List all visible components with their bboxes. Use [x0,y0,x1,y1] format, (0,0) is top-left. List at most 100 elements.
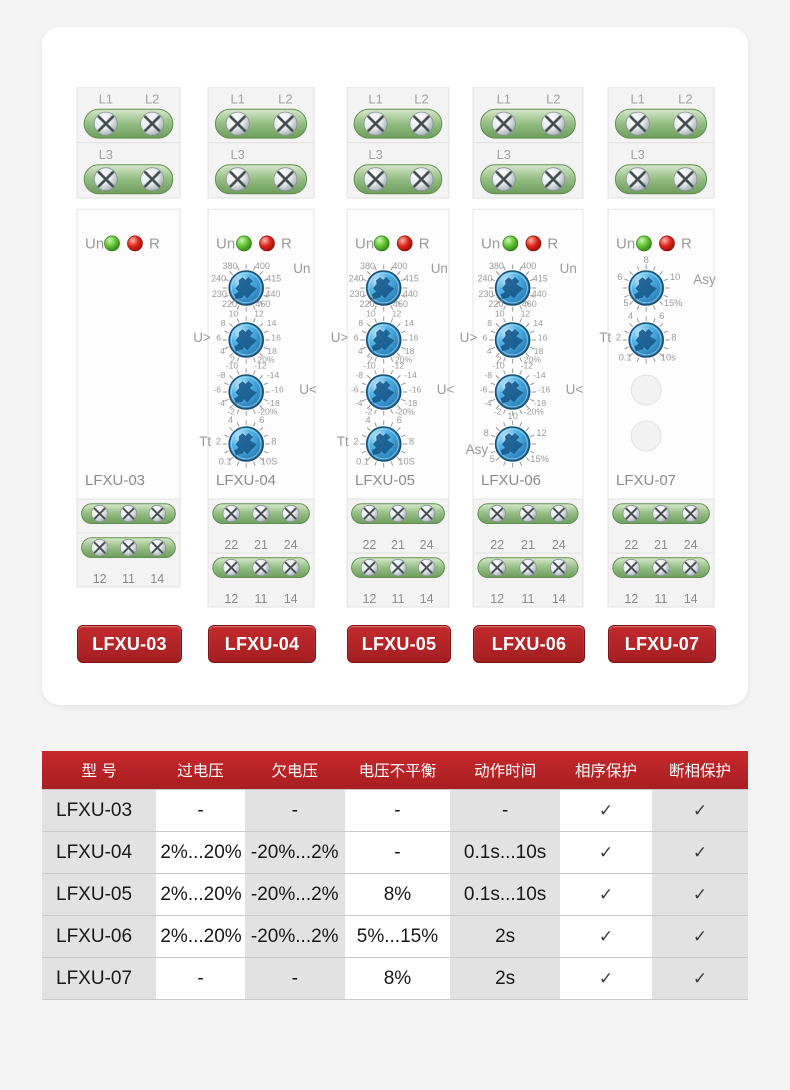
svg-text:U<: U< [566,382,584,397]
svg-text:10S: 10S [398,457,415,467]
svg-text:0.1: 0.1 [356,457,369,467]
svg-text:-8: -8 [484,370,492,380]
svg-text:R: R [281,235,292,252]
svg-text:21: 21 [254,538,268,552]
svg-text:-4: -4 [217,398,225,408]
svg-text:Un: Un [293,261,310,276]
svg-text:14: 14 [420,592,434,606]
svg-text:L1: L1 [630,92,644,107]
svg-text:10: 10 [229,309,239,319]
svg-text:L2: L2 [145,92,159,107]
svg-text:-16: -16 [271,384,284,394]
svg-text:415: 415 [266,274,281,284]
svg-text:-10: -10 [363,361,376,371]
svg-text:8: 8 [487,318,492,328]
svg-text:12: 12 [521,309,531,319]
svg-text:R: R [681,235,692,252]
svg-text:-4: -4 [355,398,363,408]
svg-text:16: 16 [271,332,281,342]
svg-text:4: 4 [228,415,233,425]
svg-text:4: 4 [628,311,633,321]
svg-text:0.1: 0.1 [219,457,232,467]
svg-text:14: 14 [552,592,566,606]
svg-text:-12: -12 [521,361,534,371]
svg-text:LFXU-06: LFXU-06 [481,472,541,489]
svg-text:L3: L3 [368,147,382,162]
svg-text:R: R [149,235,160,252]
svg-text:4: 4 [358,346,363,356]
svg-text:5: 5 [490,454,495,464]
svg-text:380: 380 [489,261,504,271]
svg-text:Un: Un [616,235,635,252]
svg-text:12: 12 [536,428,546,438]
svg-text:6: 6 [617,272,622,282]
svg-text:10S: 10S [261,457,278,467]
svg-text:24: 24 [284,538,298,552]
svg-text:8: 8 [358,318,363,328]
svg-text:415: 415 [533,274,548,284]
svg-text:230: 230 [478,289,493,299]
svg-text:L1: L1 [230,92,244,107]
svg-text:8: 8 [409,437,414,447]
svg-text:R: R [547,235,558,252]
svg-text:22: 22 [624,538,638,552]
svg-text:10: 10 [670,272,680,282]
svg-text:Un: Un [560,261,577,276]
svg-text:21: 21 [654,538,668,552]
svg-text:LFXU-05: LFXU-05 [355,472,415,489]
svg-text:8: 8 [484,428,489,438]
svg-text:6: 6 [354,332,359,342]
svg-text:12: 12 [224,592,238,606]
svg-text:380: 380 [360,261,375,271]
svg-text:L2: L2 [278,92,292,107]
svg-text:Un: Un [431,261,448,276]
svg-text:10: 10 [366,309,376,319]
svg-text:240: 240 [211,274,226,284]
svg-text:L3: L3 [99,147,113,162]
svg-text:-6: -6 [351,384,359,394]
svg-text:10: 10 [495,309,505,319]
svg-text:8: 8 [271,437,276,447]
svg-text:24: 24 [552,538,566,552]
svg-text:21: 21 [391,538,405,552]
svg-text:12: 12 [624,592,638,606]
svg-text:-12: -12 [254,361,267,371]
svg-text:6: 6 [659,311,664,321]
svg-text:400: 400 [521,261,536,271]
svg-text:11: 11 [522,592,535,606]
svg-text:Asy: Asy [466,442,489,457]
svg-text:21: 21 [521,538,535,552]
svg-text:22: 22 [362,538,376,552]
svg-text:11: 11 [255,592,268,606]
svg-text:Tt: Tt [199,434,211,449]
svg-text:440: 440 [403,289,418,299]
svg-text:6: 6 [216,332,221,342]
svg-text:16: 16 [538,332,548,342]
svg-text:230: 230 [349,289,364,299]
svg-text:15%: 15% [530,454,549,464]
svg-text:22: 22 [490,538,504,552]
svg-text:Un: Un [216,235,235,252]
svg-text:24: 24 [420,538,434,552]
svg-text:11: 11 [392,592,405,606]
svg-text:22: 22 [224,538,238,552]
svg-text:-2: -2 [494,407,502,417]
svg-text:U>: U> [460,330,478,345]
svg-text:U<: U< [437,382,455,397]
svg-text:10: 10 [507,411,517,421]
svg-text:440: 440 [532,289,547,299]
svg-text:L2: L2 [678,92,692,107]
svg-text:-6: -6 [213,384,221,394]
svg-text:14: 14 [150,572,164,586]
svg-text:L2: L2 [414,92,428,107]
svg-text:2: 2 [616,333,621,343]
svg-text:6: 6 [483,332,488,342]
svg-text:-8: -8 [355,370,363,380]
svg-text:-14: -14 [267,370,280,380]
svg-text:-6: -6 [480,384,488,394]
svg-text:12: 12 [392,309,402,319]
svg-text:230: 230 [212,289,227,299]
svg-text:24: 24 [684,538,698,552]
svg-text:240: 240 [349,274,364,284]
svg-text:12: 12 [490,592,504,606]
